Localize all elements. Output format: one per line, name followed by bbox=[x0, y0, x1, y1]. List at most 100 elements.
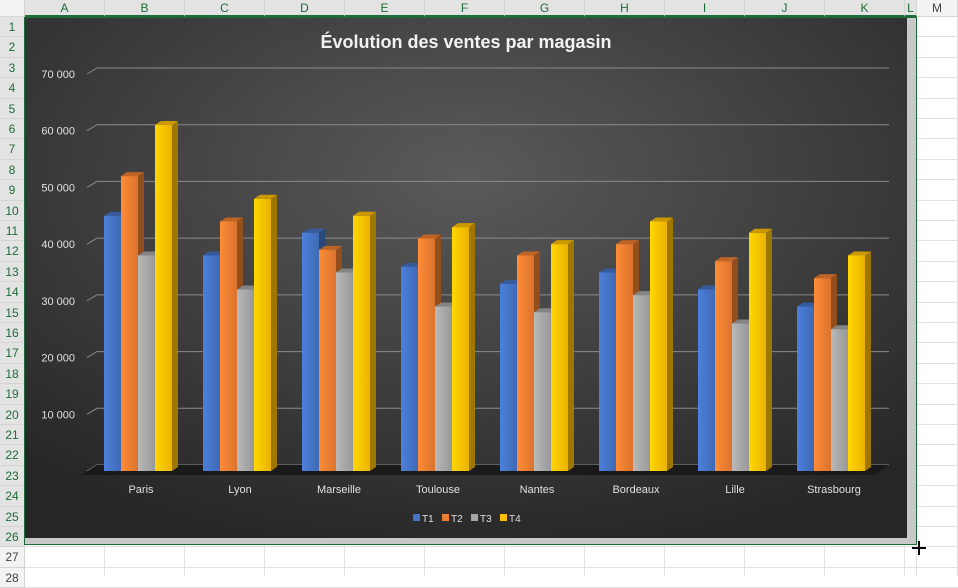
row-header-12[interactable]: 12 bbox=[0, 241, 25, 262]
bar-t4-bordeaux[interactable] bbox=[650, 217, 673, 471]
bar-top bbox=[517, 251, 540, 256]
row-header-23[interactable]: 23 bbox=[0, 465, 25, 487]
column-header-d[interactable]: D bbox=[265, 0, 345, 17]
row-header-13[interactable]: 13 bbox=[0, 261, 25, 283]
row-header-28[interactable]: 28 bbox=[0, 567, 25, 588]
legend-swatch bbox=[500, 514, 507, 521]
row-header-9[interactable]: 9 bbox=[0, 180, 25, 201]
chart-bottom-edge bbox=[25, 538, 916, 544]
bar-front bbox=[814, 278, 831, 471]
row-header-25[interactable]: 25 bbox=[0, 506, 25, 527]
bar-t4-lyon[interactable] bbox=[254, 194, 277, 471]
row-header-7[interactable]: 7 bbox=[0, 139, 25, 160]
row-header-11[interactable]: 11 bbox=[0, 221, 25, 242]
row-header-14[interactable]: 14 bbox=[0, 282, 25, 303]
bar-top bbox=[715, 257, 738, 262]
row-header-3[interactable]: 3 bbox=[0, 57, 25, 79]
column-header-c[interactable]: C bbox=[185, 0, 265, 17]
legend-item-t1[interactable]: T1 bbox=[413, 514, 434, 525]
row-header-24[interactable]: 24 bbox=[0, 486, 25, 507]
row-header-22[interactable]: 22 bbox=[0, 445, 25, 466]
row-header-5[interactable]: 5 bbox=[0, 98, 25, 119]
row-header-1[interactable]: 1 bbox=[0, 17, 25, 38]
bar-t4-toulouse[interactable] bbox=[452, 223, 475, 471]
row-header-18[interactable]: 18 bbox=[0, 363, 25, 385]
bar-top bbox=[319, 245, 342, 250]
row-header-26[interactable]: 26 bbox=[0, 527, 25, 548]
grid-row-line bbox=[25, 566, 958, 568]
bar-front bbox=[848, 255, 865, 471]
bar-side bbox=[172, 121, 178, 472]
bar-side bbox=[370, 211, 376, 472]
legend-label: T1 bbox=[422, 514, 434, 525]
bar-top bbox=[220, 217, 243, 222]
row-header-15[interactable]: 15 bbox=[0, 302, 25, 323]
chart-legend[interactable]: T1 T2 T3 T4 bbox=[413, 514, 521, 525]
bar-t4-paris[interactable] bbox=[155, 121, 178, 472]
bar-side bbox=[271, 194, 277, 471]
x-tick-label: Lille bbox=[725, 484, 745, 496]
column-header-f[interactable]: F bbox=[425, 0, 505, 17]
select-all-corner[interactable] bbox=[0, 0, 25, 17]
y-tick-label: 50 000 bbox=[41, 182, 75, 194]
grid-row-line bbox=[25, 546, 958, 548]
row-header-16[interactable]: 16 bbox=[0, 323, 25, 344]
column-header-m[interactable]: M bbox=[917, 0, 958, 17]
bar-front bbox=[650, 221, 667, 471]
legend-label: T3 bbox=[480, 514, 492, 525]
legend-item-t4[interactable]: T4 bbox=[500, 514, 521, 525]
bar-top bbox=[650, 217, 673, 222]
gridline bbox=[86, 237, 889, 245]
bar-top bbox=[353, 211, 376, 216]
row-header-19[interactable]: 19 bbox=[0, 384, 25, 405]
gridline bbox=[86, 124, 889, 132]
column-header-k[interactable]: K bbox=[825, 0, 905, 17]
y-tick-label: 60 000 bbox=[41, 126, 75, 138]
chart-floor bbox=[81, 465, 889, 475]
column-header-i[interactable]: I bbox=[665, 0, 745, 17]
y-tick-label: 30 000 bbox=[41, 296, 75, 308]
chart[interactable]: Évolution des ventes par magasin 10 000 2… bbox=[25, 18, 907, 538]
column-header-e[interactable]: E bbox=[345, 0, 425, 17]
row-header-6[interactable]: 6 bbox=[0, 119, 25, 140]
bar-front bbox=[418, 238, 435, 471]
legend-item-t3[interactable]: T3 bbox=[471, 514, 492, 525]
column-header-h[interactable]: H bbox=[585, 0, 665, 17]
bar-top bbox=[848, 251, 871, 256]
x-tick-label: Toulouse bbox=[416, 484, 460, 496]
bar-front bbox=[452, 227, 469, 471]
bar-side bbox=[568, 240, 574, 471]
column-header-j[interactable]: J bbox=[745, 0, 825, 17]
bar-front bbox=[319, 249, 336, 471]
bar-t4-nantes[interactable] bbox=[551, 240, 574, 471]
column-header-l[interactable]: L bbox=[905, 0, 917, 17]
move-cursor-icon bbox=[912, 541, 926, 555]
row-header-10[interactable]: 10 bbox=[0, 200, 25, 221]
chart-title[interactable]: Évolution des ventes par magasin bbox=[320, 31, 611, 52]
chart-selection-frame[interactable] bbox=[24, 17, 917, 545]
column-header-g[interactable]: G bbox=[505, 0, 585, 17]
bar-front bbox=[121, 176, 138, 472]
chart-right-edge bbox=[907, 18, 916, 544]
bar-t4-lille[interactable] bbox=[749, 228, 772, 471]
bar-t4-marseille[interactable] bbox=[353, 211, 376, 472]
row-header-4[interactable]: 4 bbox=[0, 78, 25, 99]
bar-top bbox=[155, 121, 178, 126]
column-header-a[interactable]: A bbox=[25, 0, 105, 17]
legend-swatch bbox=[413, 514, 420, 521]
legend-item-t2[interactable]: T2 bbox=[442, 514, 463, 525]
row-header-21[interactable]: 21 bbox=[0, 425, 25, 446]
row-header-17[interactable]: 17 bbox=[0, 343, 25, 364]
bar-side bbox=[667, 217, 673, 471]
bar-front bbox=[104, 215, 121, 471]
bar-side bbox=[469, 223, 475, 471]
bar-t4-strasbourg[interactable] bbox=[848, 251, 871, 471]
column-header-b[interactable]: B bbox=[105, 0, 185, 17]
row-header-27[interactable]: 27 bbox=[0, 547, 25, 568]
row-header-8[interactable]: 8 bbox=[0, 159, 25, 181]
row-header-20[interactable]: 20 bbox=[0, 404, 25, 425]
bar-front bbox=[302, 232, 319, 471]
bar-top bbox=[254, 194, 277, 199]
row-header-2[interactable]: 2 bbox=[0, 37, 25, 58]
gridline bbox=[86, 67, 889, 75]
